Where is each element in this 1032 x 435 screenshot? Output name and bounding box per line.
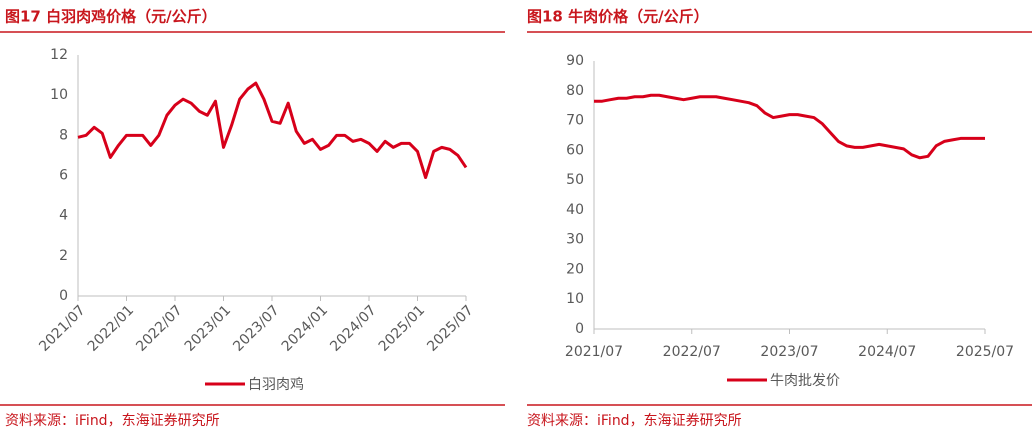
- y-tick-label: 0: [59, 288, 68, 304]
- x-tick-label: 2025/07: [956, 344, 1014, 360]
- y-tick-label: 12: [50, 47, 68, 63]
- y-tick-label: 4: [59, 208, 68, 224]
- x-tick-label: 2024/01: [279, 302, 331, 354]
- source: 资料来源：iFind，东海证券研究所: [527, 413, 742, 429]
- x-tick-label: 2025/01: [376, 302, 428, 354]
- y-tick-label: 60: [566, 142, 584, 158]
- y-tick-label: 10: [50, 87, 68, 103]
- y-tick-label: 90: [566, 53, 584, 69]
- y-tick-label: 20: [566, 261, 584, 277]
- y-tick-label: 70: [566, 113, 584, 129]
- x-tick-label: 2021/07: [565, 344, 623, 360]
- y-tick-label: 10: [566, 291, 584, 307]
- x-tick-label: 2022/01: [85, 302, 137, 354]
- data-line: [77, 81, 468, 180]
- chart-title: 图17 白羽肉鸡价格（元/公斤）: [5, 8, 217, 26]
- data-line: [594, 93, 985, 160]
- x-tick-label: 2024/07: [858, 344, 916, 360]
- x-tick-label: 2023/07: [760, 344, 818, 360]
- legend-label: 牛肉批发价: [770, 373, 840, 389]
- x-tick-label: 2025/07: [424, 302, 476, 354]
- y-tick-label: 8: [59, 127, 68, 143]
- x-tick-label: 2023/07: [230, 302, 282, 354]
- y-tick-label: 0: [575, 321, 584, 337]
- x-tick-label: 2022/07: [133, 302, 185, 354]
- y-tick-label: 80: [566, 83, 584, 99]
- x-tick-label: 2021/07: [36, 302, 88, 354]
- source: 资料来源：iFind，东海证券研究所: [5, 413, 220, 429]
- y-tick-label: 2: [59, 248, 68, 264]
- y-tick-label: 30: [566, 232, 584, 248]
- x-tick-label: 2023/01: [182, 302, 234, 354]
- y-tick-label: 50: [566, 172, 584, 188]
- y-tick-label: 40: [566, 202, 584, 218]
- x-tick-label: 2022/07: [663, 344, 721, 360]
- legend-label: 白羽肉鸡: [248, 376, 304, 393]
- y-tick-label: 6: [59, 168, 68, 184]
- x-tick-label: 2024/07: [327, 302, 379, 354]
- chart-title: 图18 牛肉价格（元/公斤）: [527, 8, 709, 26]
